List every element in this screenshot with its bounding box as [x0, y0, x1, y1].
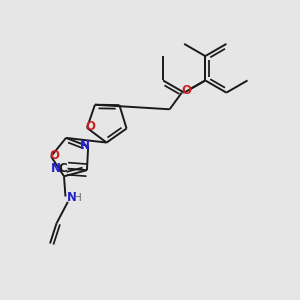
Text: N: N [51, 162, 61, 175]
Text: N: N [80, 139, 90, 152]
Text: H: H [74, 193, 82, 203]
Text: O: O [181, 84, 191, 98]
Text: N: N [67, 191, 77, 205]
Text: O: O [85, 120, 95, 133]
Text: O: O [49, 149, 59, 162]
Text: C: C [58, 162, 67, 175]
